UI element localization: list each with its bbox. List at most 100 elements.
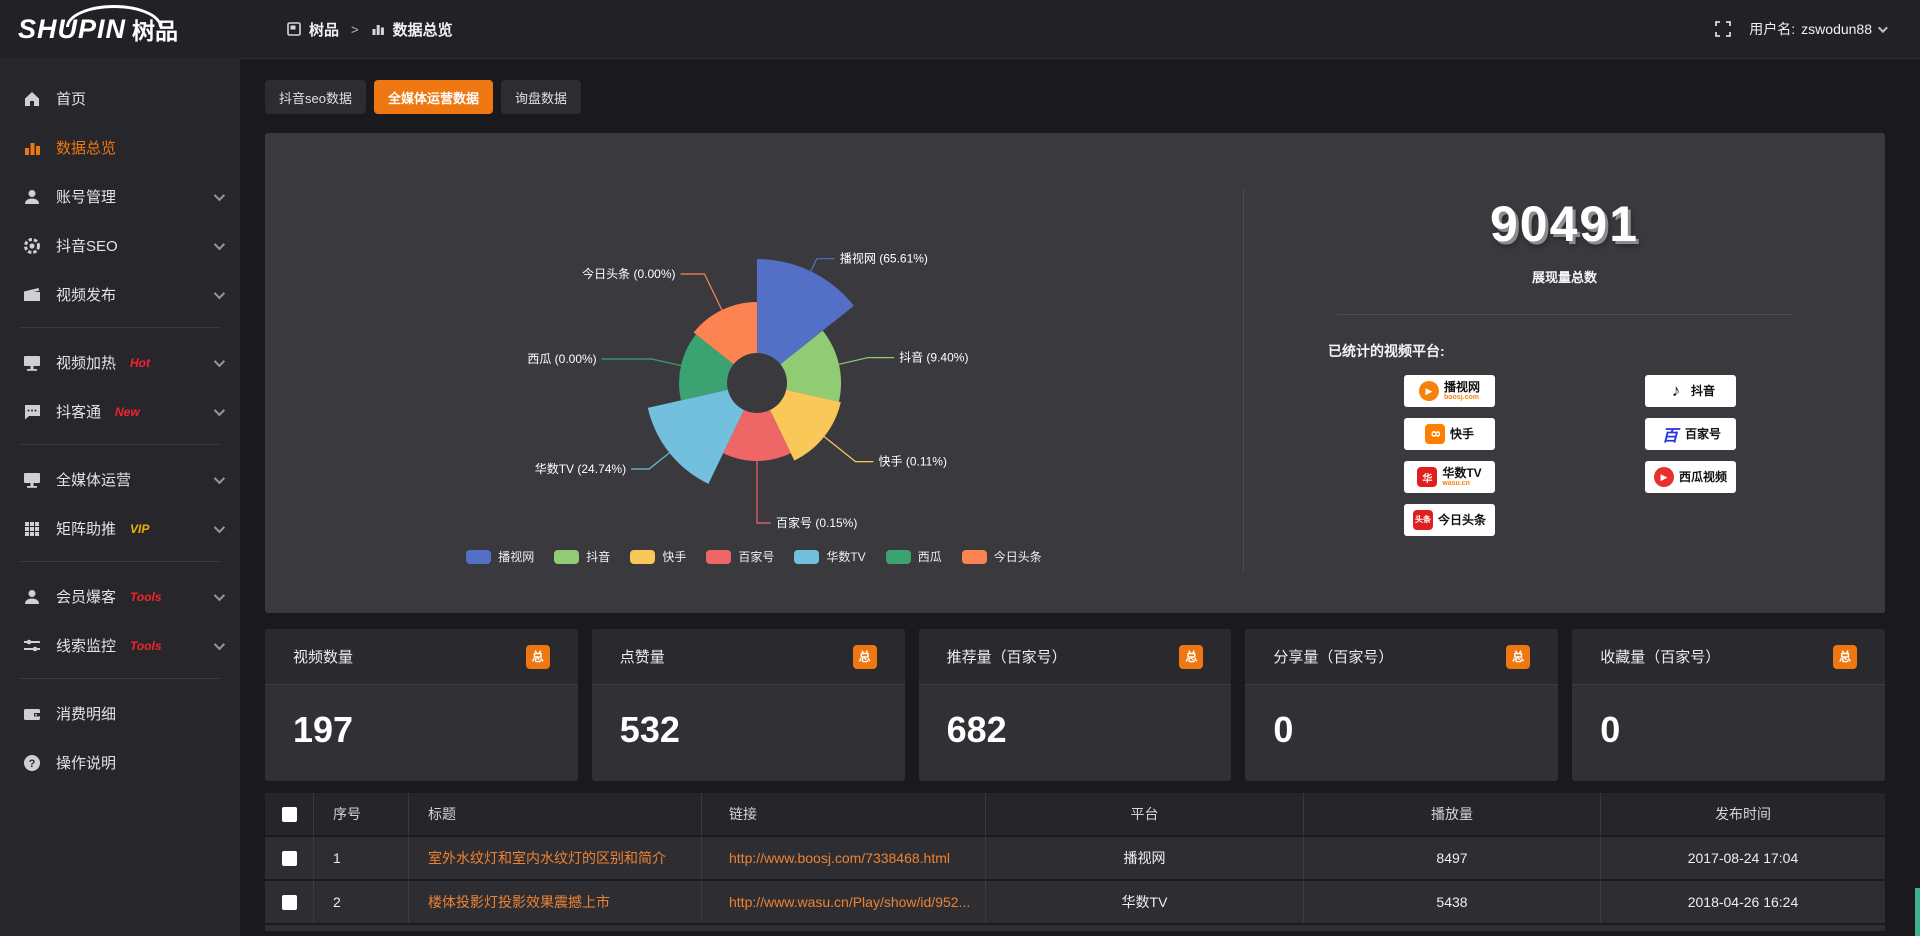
pie-label-line <box>756 461 771 524</box>
legend-label: 今日头条 <box>993 550 1042 564</box>
sidebar-item-video-publish[interactable]: 视频发布 <box>0 270 240 319</box>
platform-sub: boosj.com <box>1443 393 1479 401</box>
legend-chip <box>706 549 732 564</box>
sidebar-item-douyin-seo[interactable]: 抖音SEO <box>0 221 240 270</box>
pie-label-line <box>810 258 835 272</box>
total-badge: 总 <box>852 644 877 669</box>
legend-item-抖音[interactable]: 抖音 <box>554 548 610 565</box>
chevron-down-icon <box>213 287 226 299</box>
pie-label-line <box>631 452 670 470</box>
sidebar-item-spend-detail[interactable]: 消费明细 <box>0 689 240 738</box>
breadcrumb-current[interactable]: 数据总览 <box>392 21 453 39</box>
stat-card-recommends: 推荐量（百家号） 总 682 <box>918 629 1232 781</box>
home-icon <box>22 89 42 109</box>
legend-item-华数TV[interactable]: 华数TV <box>794 548 866 565</box>
platform-badge-toutiao: 头条 今日头条 <box>1404 504 1495 536</box>
stat-value: 0 <box>1600 709 1621 750</box>
sidebar-item-member-burst[interactable]: 会员爆客 Tools <box>0 572 240 621</box>
pie-slice-百家号[interactable] <box>723 410 791 462</box>
cell-url-link[interactable]: http://www.wasu.cn/Play/show/id/952... <box>701 879 985 923</box>
row-checkbox[interactable] <box>281 895 297 911</box>
pie-label: 快手 (0.11%) <box>879 455 947 469</box>
pie-slice-华数TV[interactable] <box>647 389 744 484</box>
cell-title-link[interactable]: 室外水纹灯和室内水纹灯的区别和简介 <box>408 835 701 879</box>
sidebar-item-video-heat[interactable]: 视频加热 Hot <box>0 338 240 387</box>
sidebar-item-help[interactable]: ? 操作说明 <box>0 738 240 787</box>
pie-slice-西瓜[interactable] <box>679 334 734 401</box>
cell-url-link[interactable]: http://www.boosj.com/7338468.html <box>701 835 985 879</box>
legend-chip <box>554 549 580 564</box>
platform-badge-wasu: 华 华数TV wasu.cn <box>1404 461 1495 493</box>
pie-slice-抖音[interactable] <box>780 330 842 402</box>
legend-chip <box>630 549 656 564</box>
legend-item-今日头条[interactable]: 今日头条 <box>961 548 1042 565</box>
scrollbar-thumb[interactable] <box>1915 888 1920 936</box>
sidebar-item-account[interactable]: 账号管理 <box>0 172 240 221</box>
sidebar-divider <box>20 561 220 562</box>
content: 抖音seo数据 全媒体运营数据 询盘数据 播视网 (65.61%) 抖音 (9.4… <box>240 58 1920 931</box>
fullscreen-icon[interactable] <box>1715 21 1732 37</box>
cell-plays: 5438 <box>1303 879 1600 923</box>
impressions-total-value: 90491 <box>1489 196 1640 252</box>
new-badge: New <box>115 404 140 419</box>
cell-title-link[interactable]: 楼体投影灯投影效果震撼上市 <box>408 879 701 923</box>
sidebar-item-omni-media[interactable]: 全媒体运营 <box>0 455 240 504</box>
logo-arc <box>66 5 162 27</box>
mini-bar-chart-icon <box>371 22 385 36</box>
total-badge: 总 <box>1506 644 1531 669</box>
pie-slice-播视网[interactable] <box>757 259 854 365</box>
table-row: 1 室外水纹灯和室内水纹灯的区别和简介 http://www.boosj.com… <box>265 835 1885 879</box>
legend-chip <box>794 549 820 564</box>
sidebar-item-douketong[interactable]: 抖客通 New <box>0 387 240 436</box>
pie-slice-快手[interactable] <box>770 389 841 461</box>
stat-card-shares: 分享量（百家号） 总 0 <box>1245 629 1559 781</box>
legend-item-百家号[interactable]: 百家号 <box>706 548 774 565</box>
pie-label: 百家号 (0.15%) <box>776 515 857 530</box>
row-checkbox[interactable] <box>281 851 297 867</box>
tab-douyin-seo-data[interactable]: 抖音seo数据 <box>265 80 366 114</box>
legend-chip <box>885 549 911 564</box>
breadcrumb-root[interactable]: 树品 <box>309 21 340 39</box>
baijiahao-logo: 百 <box>1661 428 1678 445</box>
chevron-down-icon <box>213 589 226 601</box>
overview-panel: 播视网 (65.61%) 抖音 (9.40%) 快手 (0.11%) 百家号 (0.1… <box>265 133 1885 613</box>
select-all-checkbox[interactable] <box>281 807 297 823</box>
platform-badges: ▶ 播视网 boosj.com 8 快手 华 华数TV wasu.cn <box>1404 375 1885 536</box>
legend-label: 百家号 <box>738 550 775 564</box>
user-menu[interactable]: 用户名: zswodun88 <box>1749 19 1888 39</box>
pie-label: 今日头条 (0.00%) <box>582 266 675 281</box>
legend-item-快手[interactable]: 快手 <box>630 548 686 565</box>
platform-name: 西瓜视频 <box>1678 469 1727 484</box>
douyin-logo: ♪ <box>1671 381 1681 400</box>
chevron-down-icon <box>213 521 226 533</box>
stat-value: 197 <box>293 709 354 750</box>
sidebar-item-data-overview[interactable]: 数据总览 <box>0 123 240 172</box>
platform-share-chart-area: 播视网 (65.61%) 抖音 (9.40%) 快手 (0.11%) 百家号 (0.1… <box>265 133 1243 613</box>
header-link: 链接 <box>701 793 985 835</box>
legend-item-播视网[interactable]: 播视网 <box>466 548 534 565</box>
stat-value: 532 <box>619 709 680 750</box>
table-header-row: 序号 标题 链接 平台 播放量 发布时间 <box>265 793 1885 835</box>
tab-omni-media-data[interactable]: 全媒体运营数据 <box>373 80 493 114</box>
stat-title: 推荐量（百家号） <box>946 649 1067 666</box>
cell-platform: 华数TV <box>985 879 1303 923</box>
sidebar-item-matrix-boost[interactable]: 矩阵助推 VIP <box>0 504 240 553</box>
platform-share-pie-chart[interactable]: 播视网 (65.61%) 抖音 (9.40%) 快手 (0.11%) 百家号 (0.1… <box>265 133 1243 613</box>
sidebar-item-lead-monitor[interactable]: 线索监控 Tools <box>0 621 240 670</box>
platform-badge-xigua: ▶ 西瓜视频 <box>1645 461 1736 493</box>
legend-label: 播视网 <box>498 550 535 564</box>
pie-slice-今日头条[interactable] <box>693 302 757 365</box>
platform-badge-baijiahao: 百 百家号 <box>1645 418 1736 450</box>
next-row-sliver <box>265 925 1885 931</box>
summary-area: 90491 展现量总数 已统计的视频平台: ▶ 播视网 boosj.com 8 <box>1244 133 1885 613</box>
cell-publish-time: 2018-04-26 16:24 <box>1600 879 1885 923</box>
sidebar-item-home[interactable]: 首页 <box>0 74 240 123</box>
pie-label: 西瓜 (0.00%) <box>527 352 596 366</box>
legend-label: 快手 <box>662 550 687 564</box>
legend-item-西瓜[interactable]: 西瓜 <box>885 548 942 565</box>
tab-inquiry-data[interactable]: 询盘数据 <box>500 80 581 114</box>
video-publish-icon <box>22 285 42 305</box>
vip-badge: VIP <box>130 521 150 536</box>
platform-name: 华数TV <box>1442 466 1482 481</box>
